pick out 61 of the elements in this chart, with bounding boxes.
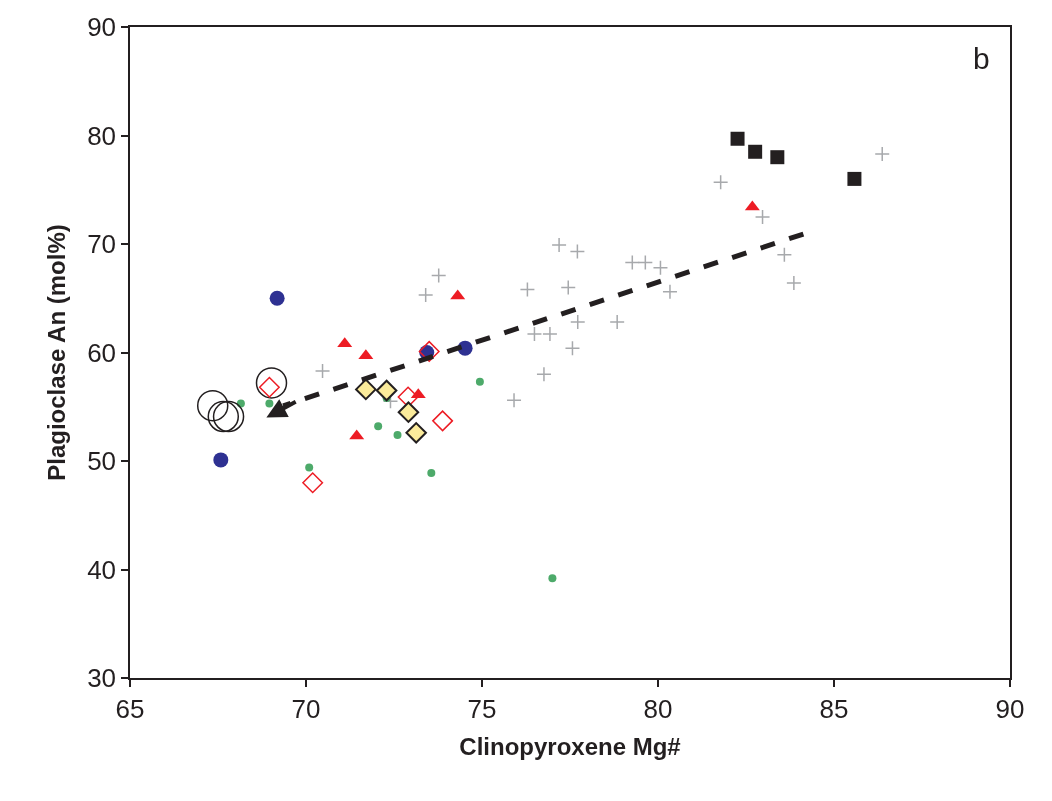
point [847,171,862,186]
point [269,290,285,306]
y-axis-title: Plagioclase An (mol%) [42,224,70,481]
x-tick-label: 70 [291,693,321,724]
point [560,279,576,296]
point [265,399,274,408]
point [427,468,436,477]
point [506,392,522,408]
point [754,209,771,225]
x-axis-title: Clinopyroxene Mg# [459,732,681,760]
point [748,144,763,159]
point [786,275,802,291]
point [569,243,586,260]
point [213,452,229,468]
y-tick-label: 60 [87,337,117,368]
point [624,254,641,271]
point [418,340,440,362]
point [874,146,890,162]
point [536,366,552,382]
x-tick-label: 65 [115,693,145,724]
x-tick-label: 90 [995,693,1025,724]
point [405,422,427,444]
point [564,340,581,356]
point [430,267,447,284]
point [305,463,314,472]
point [397,401,420,423]
point [519,281,536,298]
point [609,314,625,330]
point [255,367,288,399]
point [475,377,484,386]
point [551,237,567,253]
point [712,174,729,190]
y-tick-label: 90 [87,12,117,43]
point [637,254,654,271]
point [662,283,678,300]
point [196,389,229,422]
point [526,326,543,342]
point [417,287,434,303]
y-tick-label: 50 [87,446,117,477]
y-tick-label: 30 [87,663,117,694]
x-tick-label: 75 [467,693,497,724]
point [548,574,557,583]
point [374,422,383,431]
x-tick-label: 85 [819,693,849,724]
point [375,379,398,402]
point [302,472,324,494]
point [770,150,785,165]
point [314,363,331,379]
point [355,378,377,401]
point [542,326,558,342]
point [569,314,586,330]
point [730,131,745,146]
point [652,260,669,276]
annotation: b [973,42,990,75]
point [432,410,454,432]
x-tick-label: 80 [643,693,673,724]
y-tick-label: 80 [87,120,117,151]
point [393,430,402,439]
point [776,247,793,263]
y-tick-label: 40 [87,554,117,585]
y-tick-label: 70 [87,229,117,260]
